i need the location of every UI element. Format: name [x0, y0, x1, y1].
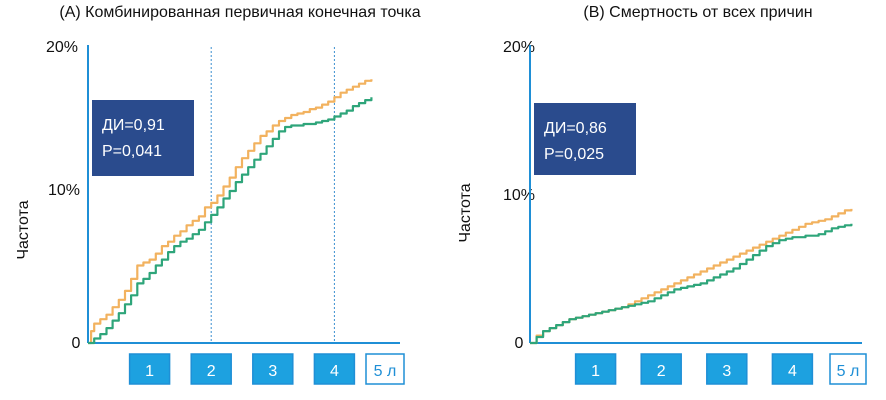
y-tick-label: 10%: [48, 182, 80, 199]
series-line-green: [88, 97, 373, 345]
x-tick-label: 2: [207, 363, 216, 380]
series-line-orange: [88, 79, 373, 345]
stats-text: ДИ=0,86: [544, 120, 607, 137]
series-line-orange: [530, 208, 853, 345]
y-tick-label: 0: [515, 335, 524, 352]
stats-text: P=0,025: [544, 146, 604, 163]
x-tick-box: [829, 353, 867, 385]
x-tick-box: [128, 353, 171, 385]
x-tick-label: 5 л: [837, 363, 860, 380]
x-tick-box: [771, 353, 814, 385]
y-tick-label: 10%: [503, 187, 535, 204]
x-tick-box: [640, 353, 682, 385]
chart-title: (B) Смертность от всех причин: [583, 4, 812, 21]
x-tick-label: 3: [722, 363, 731, 380]
x-tick-label: 5 л: [374, 363, 397, 380]
x-tick-box: [574, 353, 617, 385]
stats-text: ДИ=0,91: [102, 117, 165, 134]
stats-box: [92, 100, 194, 176]
x-tick-label: 1: [591, 363, 600, 380]
x-tick-box: [252, 353, 294, 385]
y-tick-label: 20%: [46, 39, 78, 56]
x-tick-box: [313, 353, 356, 385]
y-axis-label: Частота: [457, 183, 474, 242]
x-tick-box: [706, 353, 748, 385]
x-tick-label: 1: [145, 363, 154, 380]
y-tick-label: 0: [72, 335, 81, 352]
panel-b: (B) Смертность от всех причин Частота 0 10%…: [457, 4, 867, 385]
x-tick-box: [365, 353, 405, 385]
stats-text: P=0,041: [102, 143, 162, 160]
y-tick-label: 20%: [503, 39, 535, 56]
x-tick-box: [190, 353, 232, 385]
x-tick-label: 3: [268, 363, 277, 380]
y-axis-label: Частота: [15, 200, 32, 259]
x-tick-label: 2: [657, 363, 666, 380]
panel-a: (A) Комбинированная первичная конечная т…: [15, 4, 421, 385]
stats-box: [534, 103, 636, 175]
x-tick-label: 4: [330, 363, 339, 380]
chart-title: (A) Комбинированная первичная конечная т…: [59, 4, 420, 21]
x-tick-label: 4: [788, 363, 797, 380]
series-line-green: [530, 223, 853, 345]
